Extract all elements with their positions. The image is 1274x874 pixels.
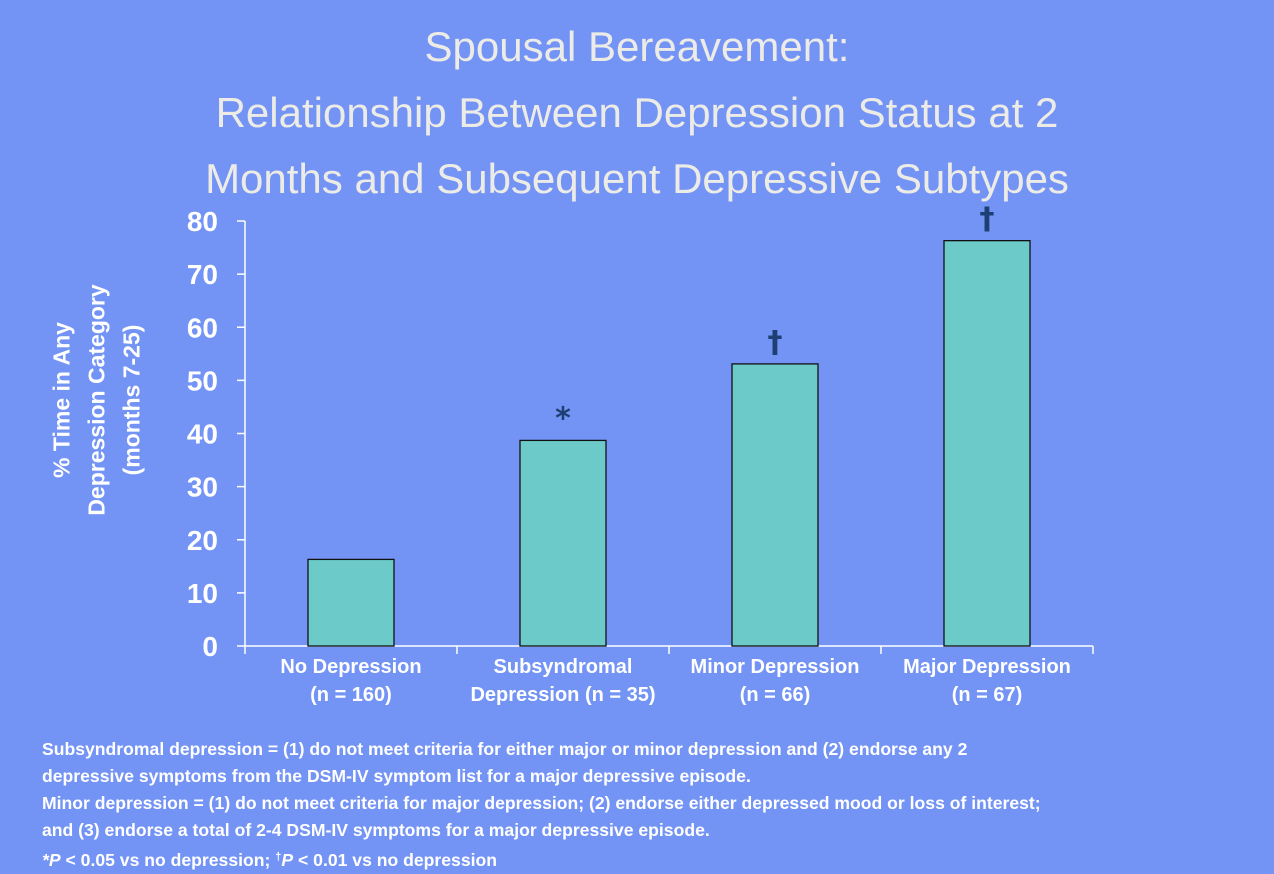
bar-annotation-1: * [555, 401, 571, 436]
footnote-subsyndromal-1: Subsyndromal depression = (1) do not mee… [42, 739, 968, 759]
y-tick-label-30: 30 [187, 472, 218, 503]
title-line-2: Relationship Between Depression Status a… [215, 89, 1059, 136]
bar-3 [943, 240, 1031, 647]
x-category-label-0-1: (n = 160) [310, 684, 392, 706]
title-line-3: Months and Subsequent Depressive Subtype… [205, 155, 1069, 202]
bar-0 [307, 558, 395, 647]
sig-p-2: P [281, 850, 294, 870]
x-category-label-2-0: Minor Depression [691, 656, 860, 678]
footnote-minor-2: and (3) endorse a total of 2-4 DSM-IV sy… [42, 820, 710, 840]
x-category-label-2-1: (n = 66) [740, 684, 811, 706]
sig-text-1: < 0.05 vs no depression; [60, 850, 276, 870]
bar-2 [731, 363, 819, 647]
title-line-1: Spousal Bereavement: [424, 23, 850, 70]
x-category-label-3-1: (n = 67) [952, 684, 1023, 706]
y-tick-label-20: 20 [187, 525, 218, 556]
chart-title: Spousal Bereavement: Relationship Betwee… [0, 14, 1274, 212]
y-tick-label-50: 50 [187, 365, 218, 396]
y-tick-label-70: 70 [187, 259, 218, 290]
sig-text-2: < 0.01 vs no depression [293, 850, 498, 870]
bar-annotation-3: † [980, 202, 995, 237]
sig-dagger: † [275, 851, 282, 863]
footnote-minor-1: Minor depression = (1) do not meet crite… [42, 793, 1041, 813]
sig-star: * [42, 850, 49, 870]
x-category-label-0-0: No Depression [280, 656, 421, 678]
y-tick-label-0: 0 [202, 631, 218, 662]
y-tick-label-60: 60 [187, 312, 218, 343]
footnotes: Subsyndromal depression = (1) do not mee… [42, 736, 1262, 874]
y-tick-label-80: 80 [187, 206, 218, 237]
bar-annotation-2: † [768, 325, 783, 360]
y-tick-label-10: 10 [187, 578, 218, 609]
x-category-label-1-1: Depression (n = 35) [470, 684, 655, 706]
y-tick-label-40: 40 [187, 419, 218, 450]
x-category-label-1-0: Subsyndromal [494, 656, 633, 678]
footnote-subsyndromal-2: depressive symptoms from the DSM-IV symp… [42, 766, 751, 786]
bar-1 [519, 439, 607, 647]
footnote-significance: *P < 0.05 vs no depression; †P < 0.01 vs… [42, 844, 1262, 874]
sig-p-1: P [48, 850, 61, 870]
x-category-label-3-0: Major Depression [903, 656, 1071, 678]
